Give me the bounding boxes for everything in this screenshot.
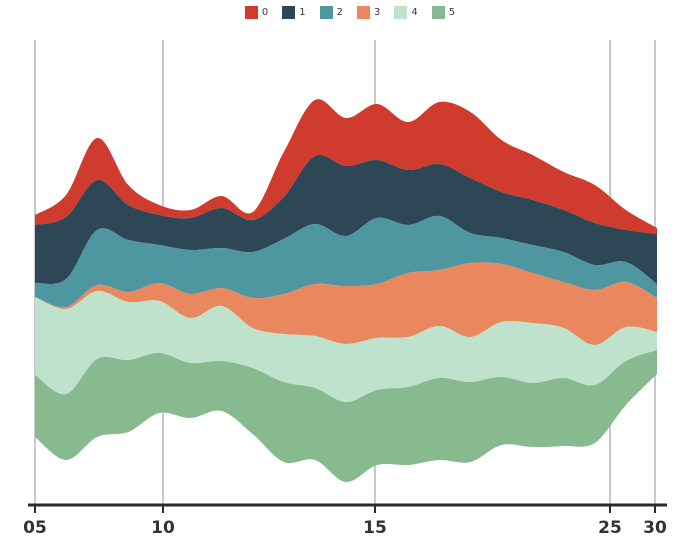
- legend-item[interactable]: 2: [319, 6, 343, 19]
- stream-band-0[interactable]: [35, 99, 657, 234]
- legend-label: 3: [374, 6, 381, 18]
- stream-band-2[interactable]: [35, 215, 657, 308]
- x-tick-label: 10: [151, 518, 175, 538]
- legend-item[interactable]: 0: [244, 6, 269, 19]
- x-tick-label: 30: [643, 518, 667, 538]
- legend-swatch: [394, 6, 408, 19]
- legend-label: 4: [411, 6, 418, 18]
- legend-swatch: [282, 6, 296, 19]
- legend-item[interactable]: 5: [431, 6, 456, 19]
- stream-bands: [35, 99, 657, 483]
- legend: 0 1 2 3 4 5: [0, 6, 700, 19]
- legend-label: 5: [448, 6, 456, 18]
- legend-item[interactable]: 3: [357, 6, 380, 19]
- legend-swatch: [319, 6, 333, 19]
- legend-label: 1: [299, 6, 306, 18]
- stream-band-1[interactable]: [35, 154, 657, 285]
- legend-item[interactable]: 4: [394, 6, 418, 19]
- x-axis: [28, 503, 667, 513]
- x-tick-labels: 05 10 15 25 30: [23, 518, 667, 538]
- stream-band-3[interactable]: [35, 262, 657, 346]
- stream-band-4[interactable]: [35, 290, 657, 403]
- legend-swatch: [431, 6, 445, 19]
- legend-item[interactable]: 1: [282, 6, 306, 19]
- legend-swatch: [244, 6, 258, 19]
- legend-label: 2: [336, 6, 343, 18]
- x-tick-label: 05: [23, 518, 47, 538]
- legend-label: 0: [261, 6, 269, 18]
- stream-band-5[interactable]: [35, 350, 657, 483]
- x-tick-label: 25: [598, 518, 622, 538]
- legend-swatch: [357, 6, 370, 19]
- x-tick-label: 15: [363, 518, 387, 538]
